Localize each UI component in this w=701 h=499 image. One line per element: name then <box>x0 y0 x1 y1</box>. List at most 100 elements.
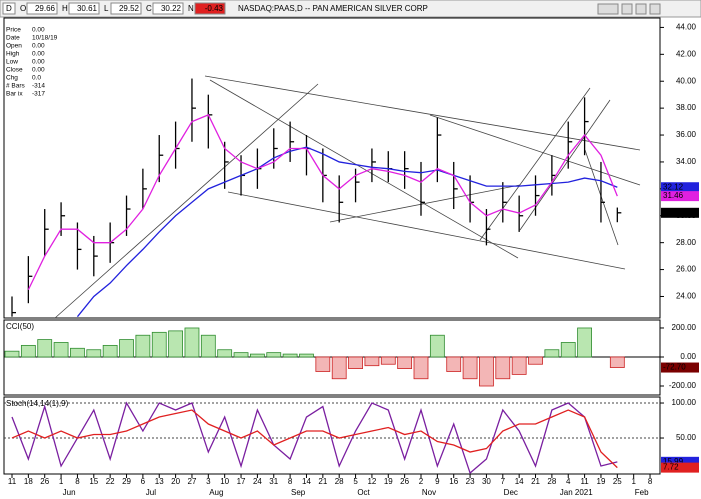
x-tick-label: 15 <box>89 477 98 486</box>
histogram-bar <box>4 350 20 358</box>
trend-line <box>227 191 626 270</box>
info-label: High <box>6 51 20 58</box>
y-tick-label: 200.00 <box>672 323 697 332</box>
info-value: -317 <box>32 91 45 98</box>
field-value: 30.22 <box>161 4 182 13</box>
button[interactable] <box>597 3 619 15</box>
x-tick-label: 3 <box>206 477 211 486</box>
interval-box <box>2 2 16 15</box>
value-badge <box>661 462 699 473</box>
x-tick-label: 30 <box>482 477 491 486</box>
month-label: Feb <box>635 488 649 497</box>
x-tick-label: 19 <box>384 477 393 486</box>
histogram-bar <box>429 334 445 358</box>
trend-lines <box>54 75 641 319</box>
series-line <box>27 114 618 291</box>
histogram-bar <box>37 339 53 358</box>
y-tick-label: 38.00 <box>676 103 697 112</box>
field-box <box>68 2 100 15</box>
histogram-bar <box>168 330 184 358</box>
x-tick-label: 5 <box>353 477 358 486</box>
histogram-bar <box>544 349 560 358</box>
histogram-bar <box>511 356 527 375</box>
value-badge <box>661 362 699 373</box>
info-value: -314 <box>32 83 45 90</box>
x-tick-label: 12 <box>367 477 376 486</box>
y-tick-label: 42.00 <box>676 49 697 58</box>
x-tick-label: 8 <box>288 477 293 486</box>
x-tick-label: 2 <box>419 477 424 486</box>
series-line <box>76 146 618 318</box>
histogram-bar <box>413 356 429 380</box>
histogram-bar <box>462 356 478 380</box>
info-value: 0.00 <box>32 27 45 34</box>
histogram-bar <box>560 342 576 358</box>
trend-line <box>479 87 591 241</box>
value-badge-text: 15.99 <box>663 457 684 466</box>
x-tick-label: 11 <box>580 477 589 486</box>
field-key: C <box>146 4 152 13</box>
y-tick-label: 0.00 <box>680 352 696 361</box>
histogram-bar <box>331 356 347 380</box>
x-tick-label: 26 <box>400 477 409 486</box>
y-tick-label: 40.00 <box>676 76 697 85</box>
y-tick-label: 50.00 <box>676 433 697 442</box>
month-label: Oct <box>357 488 370 497</box>
value-badge <box>661 182 699 193</box>
series-line <box>11 401 618 475</box>
trend-line <box>429 114 641 186</box>
x-tick-label: 14 <box>515 477 524 486</box>
histogram-bar <box>528 356 543 365</box>
x-tick-label: 24 <box>253 477 262 486</box>
button[interactable] <box>621 3 633 15</box>
value-badge-text: 7.72 <box>663 463 679 472</box>
x-tick-label: 13 <box>155 477 164 486</box>
field-value: 30.61 <box>77 4 98 13</box>
field-key: H <box>62 4 68 13</box>
x-tick-label: 20 <box>171 477 180 486</box>
field-box <box>194 2 226 15</box>
x-tick-label: 9 <box>435 477 440 486</box>
x-tick-label: 16 <box>449 477 458 486</box>
y-tick-label: -200.00 <box>669 381 697 390</box>
month-label: Sep <box>291 488 306 497</box>
info-panel: Price 0.00 Date 10/18/19 Open 0.00 High 0.00 Low… <box>6 27 58 98</box>
x-tick-label: 6 <box>141 477 146 486</box>
interval: D <box>6 4 12 13</box>
histogram-bar <box>20 344 36 358</box>
trend-line <box>54 83 319 319</box>
y-tick-label: 44.00 <box>676 23 697 32</box>
y-tick-label: 24.00 <box>676 292 697 301</box>
info-value: 0.00 <box>32 67 45 74</box>
trend-line <box>329 184 521 223</box>
month-label: Aug <box>209 488 223 497</box>
histogram-bar <box>200 334 216 358</box>
x-tick-label: 14 <box>302 477 311 486</box>
button[interactable] <box>635 3 647 15</box>
stoch-panel <box>3 396 661 475</box>
field-key: L <box>104 4 109 13</box>
field-box <box>26 2 58 15</box>
info-label: Low <box>6 59 18 66</box>
x-tick-label: 11 <box>8 477 17 486</box>
x-tick-label: 7 <box>501 477 506 486</box>
field-value: 29.66 <box>35 4 56 13</box>
histogram-bar <box>86 349 102 358</box>
x-tick-label: 10 <box>220 477 229 486</box>
histogram-bar <box>70 347 85 358</box>
info-label: Date <box>6 35 20 42</box>
x-tick-label: 21 <box>531 477 540 486</box>
window-buttons[interactable] <box>597 3 661 15</box>
histogram-bar <box>609 356 625 368</box>
x-tick-label: 1 <box>631 477 636 486</box>
histogram-bar <box>266 352 282 358</box>
x-tick-label: 1 <box>59 477 64 486</box>
trend-line <box>204 75 641 151</box>
field-value: 29.52 <box>119 4 140 13</box>
button[interactable] <box>649 3 661 15</box>
trend-line <box>209 79 519 259</box>
x-tick-label: 21 <box>318 477 327 486</box>
value-badge-text: 32.12 <box>663 182 684 191</box>
month-label: Nov <box>422 488 436 497</box>
